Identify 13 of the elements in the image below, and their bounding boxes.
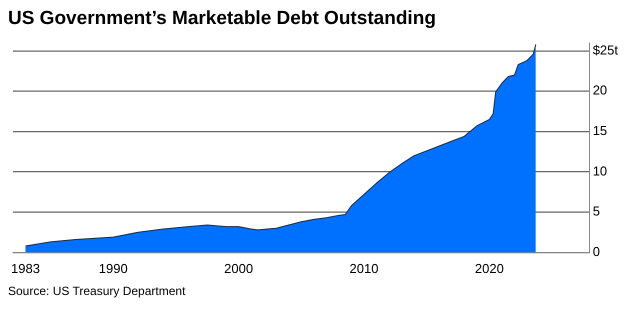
- y-tick-label: 0: [592, 244, 600, 259]
- x-tick-label: 1990: [98, 260, 128, 276]
- x-tick-label: 2010: [350, 260, 378, 276]
- x-tick-label: 2000: [224, 260, 254, 276]
- chart-title: US Government’s Marketable Debt Outstanding: [8, 8, 437, 30]
- y-tick-label: 5: [592, 204, 600, 219]
- y-tick-label: $25t: [592, 42, 618, 58]
- y-tick-label: 20: [592, 82, 608, 98]
- source-note: Source: US Treasury Department: [8, 284, 186, 298]
- y-tick-label: 10: [592, 163, 608, 178]
- y-tick-label: 15: [592, 123, 608, 138]
- x-tick-label: 1983: [11, 260, 40, 276]
- x-tick-label: 2020: [474, 260, 504, 276]
